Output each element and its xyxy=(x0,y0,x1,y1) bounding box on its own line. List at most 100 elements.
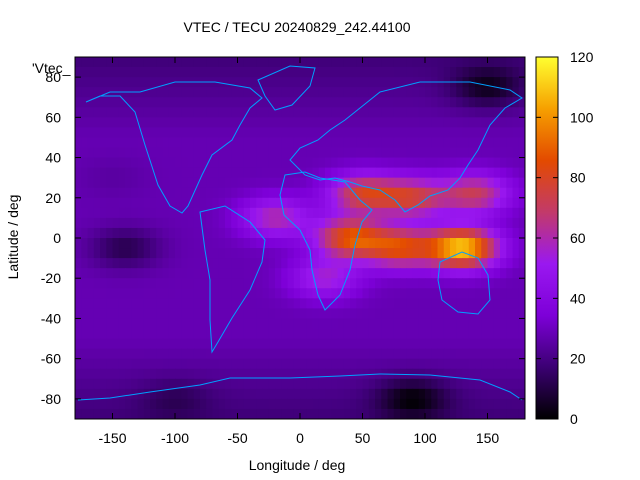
heatmap-cell xyxy=(93,97,101,108)
heatmap-cell xyxy=(406,398,414,410)
heatmap-cell xyxy=(162,127,170,139)
heatmap-cell xyxy=(375,147,382,159)
heatmap-cell xyxy=(181,157,189,169)
heatmap-cell xyxy=(112,97,120,108)
heatmap-cell xyxy=(87,157,95,169)
heatmap-cell xyxy=(250,177,257,189)
heatmap-cell xyxy=(387,358,395,370)
heatmap-cell xyxy=(87,137,95,149)
heatmap-cell xyxy=(175,258,182,269)
heatmap-cell xyxy=(200,318,207,330)
heatmap-cell xyxy=(187,308,195,320)
heatmap-cell xyxy=(156,207,164,219)
heatmap-cell xyxy=(375,227,382,239)
heatmap-cell xyxy=(362,177,370,189)
heatmap-cell xyxy=(412,107,420,118)
heatmap-cell xyxy=(200,248,207,259)
heatmap-cell xyxy=(318,167,326,179)
heatmap-cell xyxy=(256,177,264,189)
heatmap-cell xyxy=(106,97,114,108)
heatmap-cell xyxy=(443,238,451,249)
heatmap-cell xyxy=(312,368,320,380)
heatmap-cell xyxy=(131,258,139,269)
heatmap-cell xyxy=(350,298,357,309)
heatmap-cell xyxy=(218,97,226,108)
heatmap-cell xyxy=(456,217,464,229)
heatmap-cell xyxy=(87,57,95,68)
heatmap-cell xyxy=(387,308,395,320)
heatmap-cell xyxy=(456,318,464,330)
heatmap-cell xyxy=(406,157,414,169)
heatmap-cell xyxy=(456,87,464,98)
heatmap-cell xyxy=(93,308,101,320)
heatmap-cell xyxy=(112,278,120,289)
heatmap-cell xyxy=(312,408,320,419)
heatmap-cell xyxy=(475,368,482,380)
heatmap-cell xyxy=(518,137,525,149)
heatmap-cell xyxy=(93,248,101,259)
heatmap-cell xyxy=(300,197,307,209)
heatmap-cell xyxy=(418,97,426,108)
heatmap-cell xyxy=(362,147,370,159)
heatmap-cell xyxy=(162,238,170,249)
heatmap-cell xyxy=(81,57,89,68)
heatmap-cell xyxy=(375,258,382,269)
heatmap-cell xyxy=(237,358,245,370)
heatmap-cell xyxy=(300,147,307,159)
heatmap-cell xyxy=(362,77,370,88)
heatmap-cell xyxy=(287,137,295,149)
heatmap-cell xyxy=(181,298,189,309)
heatmap-cell xyxy=(375,177,382,189)
heatmap-cell xyxy=(225,278,232,289)
heatmap-cell xyxy=(137,107,145,118)
heatmap-cell xyxy=(243,268,251,279)
heatmap-cell xyxy=(493,177,501,189)
heatmap-cell xyxy=(337,187,345,199)
heatmap-cell xyxy=(437,187,445,199)
heatmap-cell xyxy=(250,338,257,350)
heatmap-cell xyxy=(418,328,426,340)
heatmap-cell xyxy=(437,157,445,169)
heatmap-cell xyxy=(106,308,114,320)
heatmap-cell xyxy=(318,248,326,259)
heatmap-cell xyxy=(300,318,307,330)
heatmap-cell xyxy=(387,157,395,169)
heatmap-cell xyxy=(218,207,226,219)
heatmap-cell xyxy=(462,388,470,400)
heatmap-cell xyxy=(431,248,439,259)
heatmap-cell xyxy=(150,77,157,88)
heatmap-cell xyxy=(193,127,201,139)
heatmap-cell xyxy=(287,227,295,239)
heatmap-cell xyxy=(293,368,301,380)
heatmap-cell xyxy=(381,248,389,259)
heatmap-cell xyxy=(381,227,389,239)
heatmap-cell xyxy=(287,127,295,139)
heatmap-cell xyxy=(100,238,107,249)
heatmap-cell xyxy=(268,308,276,320)
heatmap-cell xyxy=(393,408,401,419)
heatmap-cell xyxy=(437,258,445,269)
heatmap-cell xyxy=(218,278,226,289)
heatmap-cell xyxy=(518,288,525,299)
heatmap-cell xyxy=(387,248,395,259)
heatmap-cell xyxy=(206,97,214,108)
heatmap-cell xyxy=(237,97,245,108)
heatmap-cell xyxy=(400,97,407,108)
heatmap-cell xyxy=(206,227,214,239)
heatmap-cell xyxy=(106,77,114,88)
heatmap-cell xyxy=(493,227,501,239)
heatmap-cell xyxy=(481,268,489,279)
heatmap-cell xyxy=(506,278,514,289)
heatmap-cell xyxy=(206,368,214,380)
heatmap-cell xyxy=(462,147,470,159)
heatmap-cell xyxy=(481,117,489,128)
heatmap-cell xyxy=(425,177,432,189)
heatmap-cell xyxy=(87,217,95,229)
heatmap-cell xyxy=(181,318,189,330)
heatmap-cell xyxy=(243,127,251,139)
heatmap-cell xyxy=(425,288,432,299)
heatmap-cell xyxy=(368,408,376,419)
heatmap-cell xyxy=(118,268,126,279)
heatmap-cell xyxy=(337,318,345,330)
heatmap-cell xyxy=(125,177,132,189)
